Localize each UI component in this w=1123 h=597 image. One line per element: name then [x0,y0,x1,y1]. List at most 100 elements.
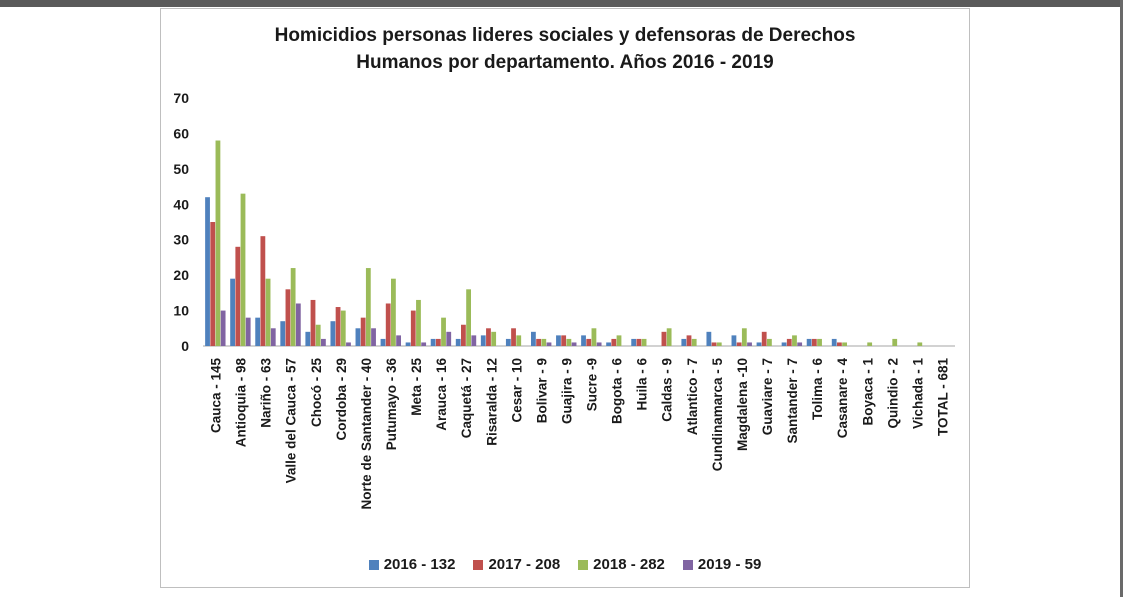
bar [636,338,642,346]
bar [581,335,586,346]
x-tick-label: Tolima - 6 [810,358,825,421]
x-tick-label: Guajira - 9 [559,358,574,424]
x-tick-label: Meta - 25 [409,358,424,416]
bar [541,338,547,346]
bar [240,193,246,346]
bar [917,342,923,346]
bar [220,310,226,346]
bar [480,335,486,346]
bar [681,338,687,346]
bar [686,335,692,346]
legend-item: 2019 - 59 [682,556,762,573]
bar [867,342,873,346]
bar [797,342,803,346]
bar [265,278,271,346]
bar [430,338,436,346]
x-tick-label: Quindio - 2 [885,358,900,429]
bar [380,338,386,346]
bar [346,342,351,346]
bar [235,246,241,346]
bar [736,342,742,346]
bar [666,328,672,346]
bar [461,324,466,346]
bar [606,342,611,346]
bar [691,338,697,346]
bar [817,338,822,346]
x-tick-label: Caldas - 9 [660,358,675,422]
x-tick-label: Bolivar - 9 [534,358,549,423]
legend-label: 2016 - 132 [383,556,456,573]
bar [631,338,637,346]
x-tick-label: Antioquia - 98 [234,358,249,448]
bar [270,328,276,346]
y-tick-label: 0 [181,338,189,354]
bar [811,338,817,346]
bar [747,342,752,346]
bar [781,342,787,346]
bar [466,289,471,346]
x-tick-label: Nariño - 63 [259,358,274,428]
bar [556,335,561,346]
x-tick-label: Risaralda - 12 [484,358,499,446]
window-right-edge [1120,0,1123,597]
bar [761,331,767,346]
x-tick-label: Arauca - 16 [434,358,449,431]
bar [285,289,291,346]
x-tick-label: Bogota - 6 [610,358,625,424]
bar [205,197,210,346]
x-tick-label: Caquetá - 27 [459,358,474,438]
x-tick-label: Atlantico - 7 [685,358,700,435]
bar [516,335,522,346]
bar [421,342,427,346]
legend-swatch [473,559,484,570]
legend-swatch [368,559,379,570]
x-tick-label: TOTAL - 681 [935,358,950,437]
x-tick-label: Valle del Cauca - 57 [284,358,299,483]
bar [245,317,251,346]
bar [391,278,396,346]
bar [210,222,216,346]
bar [842,342,847,346]
bar [505,338,511,346]
bar [731,335,737,346]
x-tick-label: Cesar - 10 [509,358,524,423]
x-tick-label: Putumayo - 36 [384,358,399,451]
bar [295,303,301,346]
y-tick-label: 50 [173,161,189,177]
bar [321,338,326,346]
y-tick-label: 10 [173,303,189,319]
x-tick-label: Vichada - 1 [910,358,925,430]
chart-title: Homicidios personas lideres sociales y d… [160,22,970,76]
x-tick-label: Huila - 6 [635,358,650,411]
bar [230,278,235,346]
bar [641,338,647,346]
bar [310,299,316,346]
legend-label: 2019 - 59 [697,556,762,573]
bar [340,310,346,346]
bar [806,338,812,346]
chart-title-line-2: Humanos por departamento. Años 2016 - 20… [356,52,774,73]
y-tick-label: 20 [173,267,189,283]
bar [280,321,286,346]
legend-swatch [578,559,589,570]
bar [446,331,452,346]
bar [741,328,747,346]
legend-item: 2016 - 132 [368,556,456,573]
y-tick-label: 70 [173,90,189,106]
bar [365,268,371,346]
legend-label: 2017 - 208 [488,556,561,573]
bar [405,342,411,346]
bar [611,338,617,346]
bar [315,324,321,346]
bar [711,342,717,346]
bar [290,268,296,346]
legend-item: 2017 - 208 [473,556,560,573]
bar [706,331,712,346]
x-tick-label: Cauca - 145 [209,358,224,434]
bar [471,335,477,346]
bar [892,338,898,346]
x-tick-label: Cundinamarca - 5 [710,358,725,472]
bar [792,335,797,346]
x-tick-label: Guaviare - 7 [760,358,775,435]
